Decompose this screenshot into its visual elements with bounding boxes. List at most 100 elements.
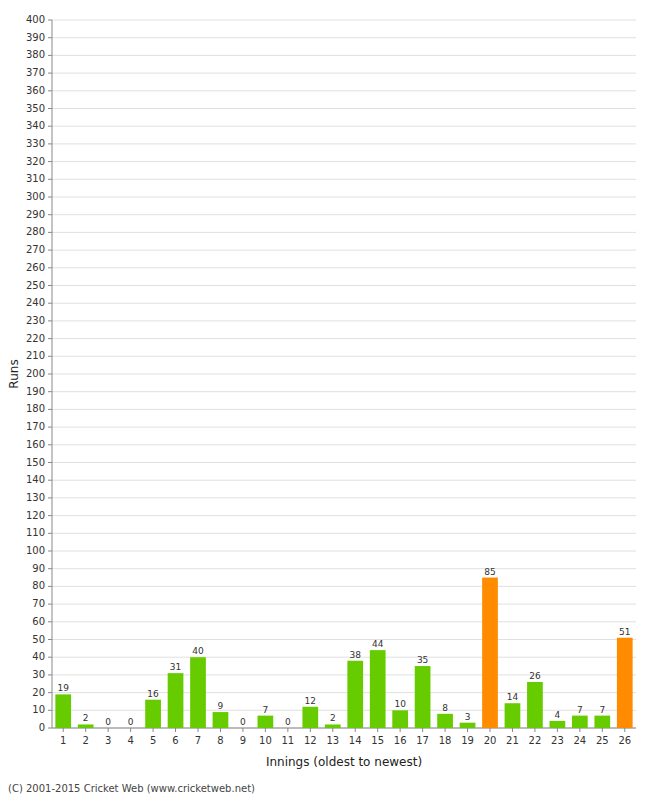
grid-line: [52, 303, 636, 304]
bar: [617, 638, 633, 728]
bar: [55, 694, 71, 728]
data-label: 0: [128, 717, 134, 727]
x-tick-label: 25: [596, 735, 609, 746]
data-label: 16: [147, 689, 159, 699]
y-tick: [48, 37, 52, 38]
grid-line: [52, 126, 636, 127]
y-tick-label: 240: [26, 297, 45, 308]
x-tick: [242, 728, 243, 732]
chart: 0102030405060708090100110120130140150160…: [0, 0, 650, 800]
x-tick: [265, 728, 266, 732]
y-tick: [48, 303, 52, 304]
y-tick: [48, 586, 52, 587]
y-axis-line: [52, 20, 53, 728]
y-tick: [48, 55, 52, 56]
x-tick-label: 17: [416, 735, 429, 746]
grid-line: [52, 674, 636, 675]
x-tick: [130, 728, 131, 732]
y-tick-label: 300: [26, 191, 45, 202]
bar: [190, 657, 206, 728]
y-tick-label: 150: [26, 457, 45, 468]
grid-line: [52, 497, 636, 498]
bar: [258, 716, 274, 728]
grid-line: [52, 427, 636, 428]
y-tick: [48, 197, 52, 198]
bar: [392, 710, 408, 728]
x-tick-label: 8: [217, 735, 223, 746]
y-tick-label: 290: [26, 209, 45, 220]
y-tick: [48, 338, 52, 339]
y-tick-label: 220: [26, 333, 45, 344]
bar: [460, 723, 476, 728]
x-tick-label: 4: [127, 735, 133, 746]
y-tick: [48, 108, 52, 109]
x-tick: [310, 728, 311, 732]
y-tick-label: 210: [26, 350, 45, 361]
x-tick-label: 22: [529, 735, 542, 746]
data-label: 10: [394, 699, 406, 709]
x-tick-label: 23: [551, 735, 564, 746]
x-tick-label: 21: [506, 735, 519, 746]
grid-line: [52, 356, 636, 357]
x-tick-label: 1: [60, 735, 66, 746]
y-tick-label: 380: [26, 49, 45, 60]
y-tick-label: 270: [26, 244, 45, 255]
x-tick-label: 6: [172, 735, 178, 746]
grid-line: [52, 214, 636, 215]
grid-line: [52, 692, 636, 693]
grid-line: [52, 267, 636, 268]
x-tick: [332, 728, 333, 732]
y-tick: [48, 320, 52, 321]
y-tick-label: 110: [26, 527, 45, 538]
grid-line: [52, 285, 636, 286]
x-tick-label: 16: [394, 735, 407, 746]
y-tick: [48, 728, 52, 729]
data-label: 51: [619, 627, 630, 637]
bar: [302, 707, 318, 728]
x-tick-label: 26: [618, 735, 631, 746]
grid-line: [52, 462, 636, 463]
grid-line: [52, 728, 636, 729]
x-tick-label: 7: [195, 735, 201, 746]
y-tick-label: 160: [26, 439, 45, 450]
x-tick-label: 15: [371, 735, 384, 746]
footer: (C) 2001-2015 Cricket Web (www.cricketwe…: [8, 783, 255, 794]
y-tick-label: 280: [26, 226, 45, 237]
y-tick-label: 40: [32, 651, 45, 662]
data-label: 7: [577, 705, 583, 715]
y-tick: [48, 409, 52, 410]
x-tick-label: 24: [573, 735, 586, 746]
x-tick: [624, 728, 625, 732]
grid-line: [52, 409, 636, 410]
grid-line: [52, 179, 636, 180]
y-tick-label: 80: [32, 580, 45, 591]
y-tick: [48, 710, 52, 711]
bar: [145, 700, 161, 728]
y-tick: [48, 285, 52, 286]
bar: [235, 728, 251, 729]
bar: [325, 724, 341, 728]
grid-line: [52, 657, 636, 658]
grid-line: [52, 533, 636, 534]
data-label: 26: [529, 671, 541, 681]
data-label: 9: [218, 701, 224, 711]
x-tick: [198, 728, 199, 732]
y-tick-label: 70: [32, 598, 45, 609]
y-axis-label: Runs: [7, 359, 21, 388]
bar: [415, 666, 431, 728]
bar: [527, 682, 543, 728]
y-tick: [48, 604, 52, 605]
grid-line: [52, 250, 636, 251]
x-tick: [534, 728, 535, 732]
data-label: 7: [599, 705, 605, 715]
grid-line: [52, 586, 636, 587]
bar: [505, 703, 521, 728]
x-tick: [512, 728, 513, 732]
bar: [482, 578, 498, 728]
bar: [572, 716, 588, 728]
grid-line: [52, 604, 636, 605]
x-tick: [602, 728, 603, 732]
x-tick-label: 9: [240, 735, 246, 746]
bar: [100, 728, 116, 729]
y-tick-label: 310: [26, 173, 45, 184]
